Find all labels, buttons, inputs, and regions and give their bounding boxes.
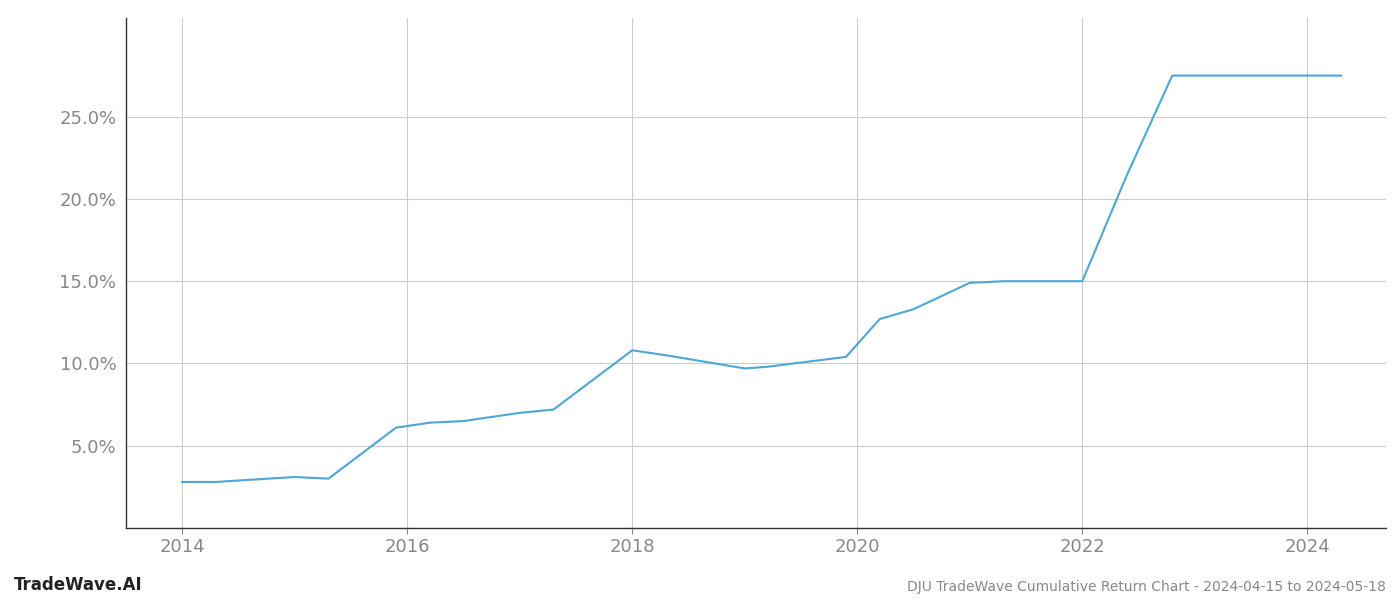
Text: TradeWave.AI: TradeWave.AI [14, 576, 143, 594]
Text: DJU TradeWave Cumulative Return Chart - 2024-04-15 to 2024-05-18: DJU TradeWave Cumulative Return Chart - … [907, 580, 1386, 594]
